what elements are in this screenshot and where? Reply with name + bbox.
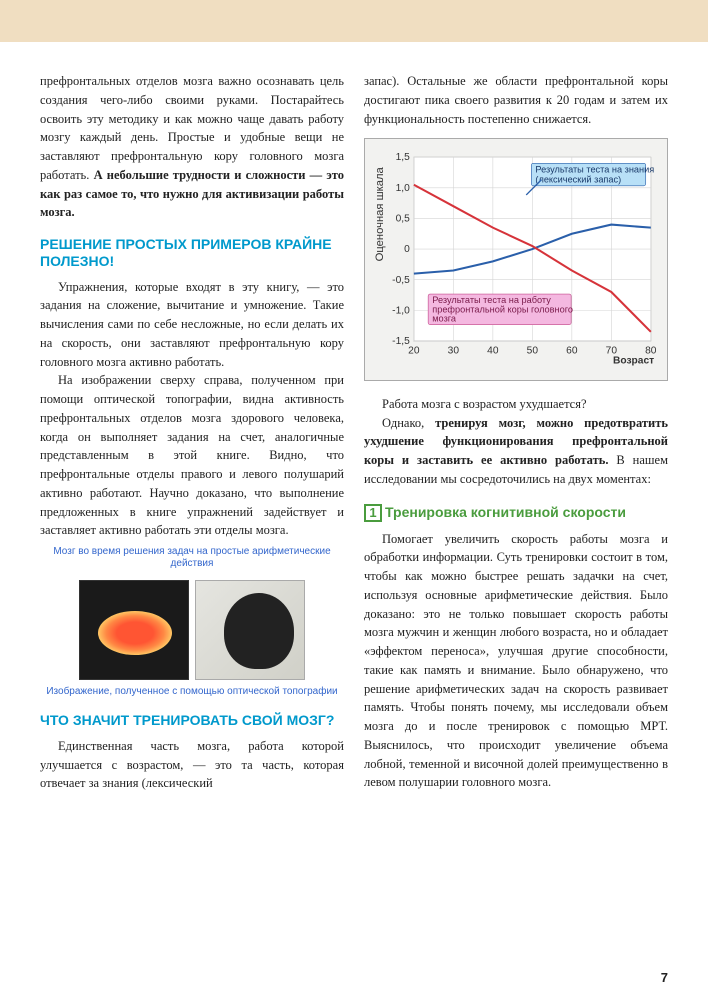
brain-activity-glow	[98, 611, 172, 655]
image-caption-top: Мозг во время решения задач на простые а…	[40, 546, 344, 570]
svg-text:30: 30	[448, 346, 460, 357]
right-p2: Работа мозга с возрастом ухудшается?	[364, 395, 668, 414]
chart-xlabel: Возраст	[613, 356, 654, 367]
svg-text:60: 60	[566, 346, 578, 357]
left-p3: На изображении сверху справа, полученном…	[40, 371, 344, 540]
svg-text:-0,5: -0,5	[392, 275, 410, 286]
svg-text:-1,0: -1,0	[392, 306, 410, 317]
left-column: префронтальных отделов мозга важно осозн…	[40, 72, 344, 793]
legend-blue-l2: (лексический запас)	[535, 175, 621, 185]
brain-topography-image	[79, 580, 189, 680]
brain-topography-setup-image	[195, 580, 305, 680]
heading-number-box: 1	[364, 504, 382, 522]
heading-solving-examples: РЕШЕНИЕ ПРОСТЫХ ПРИМЕРОВ КРАЙНЕ ПОЛЕЗНО!	[40, 236, 344, 270]
left-p2: Упражнения, которые входят в эту книгу, …	[40, 278, 344, 372]
brain-image-row	[40, 580, 344, 680]
svg-text:1,0: 1,0	[396, 183, 411, 194]
svg-text:1,5: 1,5	[396, 152, 411, 163]
legend-red-l3: мозга	[432, 314, 457, 324]
heading-train-brain: ЧТО ЗНАЧИТ ТРЕНИРОВАТЬ СВОЙ МОЗГ?	[40, 712, 344, 729]
right-p3a: Однако,	[382, 416, 435, 430]
svg-text:20: 20	[408, 346, 420, 357]
top-bar	[0, 0, 708, 42]
svg-text:40: 40	[487, 346, 499, 357]
legend-blue-l1: Результаты теста на знания	[535, 165, 654, 175]
heading-cognitive-speed: 1Тренировка когнитивной скорости	[364, 503, 668, 522]
right-p1: запас). Остальные же области префронталь…	[364, 72, 668, 128]
page-number: 7	[661, 970, 668, 985]
svg-text:0: 0	[404, 244, 410, 255]
left-p1-text: префронтальных отделов мозга важно осозн…	[40, 74, 344, 182]
topography-cap-shape	[224, 593, 294, 669]
right-p3: Однако, тренируя мозг, можно предотврати…	[364, 414, 668, 489]
right-p4: Помогает увеличить скорость работы мозга…	[364, 530, 668, 793]
left-p4: Единственная часть мозга, работа которой…	[40, 737, 344, 793]
svg-text:0,5: 0,5	[396, 214, 411, 225]
age-performance-chart: Оценочная шкала -1,5-1,0-0,500,51,01,520…	[364, 138, 668, 381]
page-content: префронтальных отделов мозга важно осозн…	[0, 42, 708, 813]
chart-ylabel: Оценочная шкала	[374, 167, 386, 262]
left-p1: префронтальных отделов мозга важно осозн…	[40, 72, 344, 222]
chart-svg: Оценочная шкала -1,5-1,0-0,500,51,01,520…	[373, 149, 659, 374]
right-column: запас). Остальные же области префронталь…	[364, 72, 668, 793]
chart-legend-red: Результаты теста на работу префронтально…	[428, 294, 573, 325]
image-caption-bottom: Изображение, полученное с помощью оптиче…	[40, 686, 344, 698]
heading-cognitive-text: Тренировка когнитивной скорости	[385, 504, 626, 520]
svg-text:50: 50	[527, 346, 539, 357]
